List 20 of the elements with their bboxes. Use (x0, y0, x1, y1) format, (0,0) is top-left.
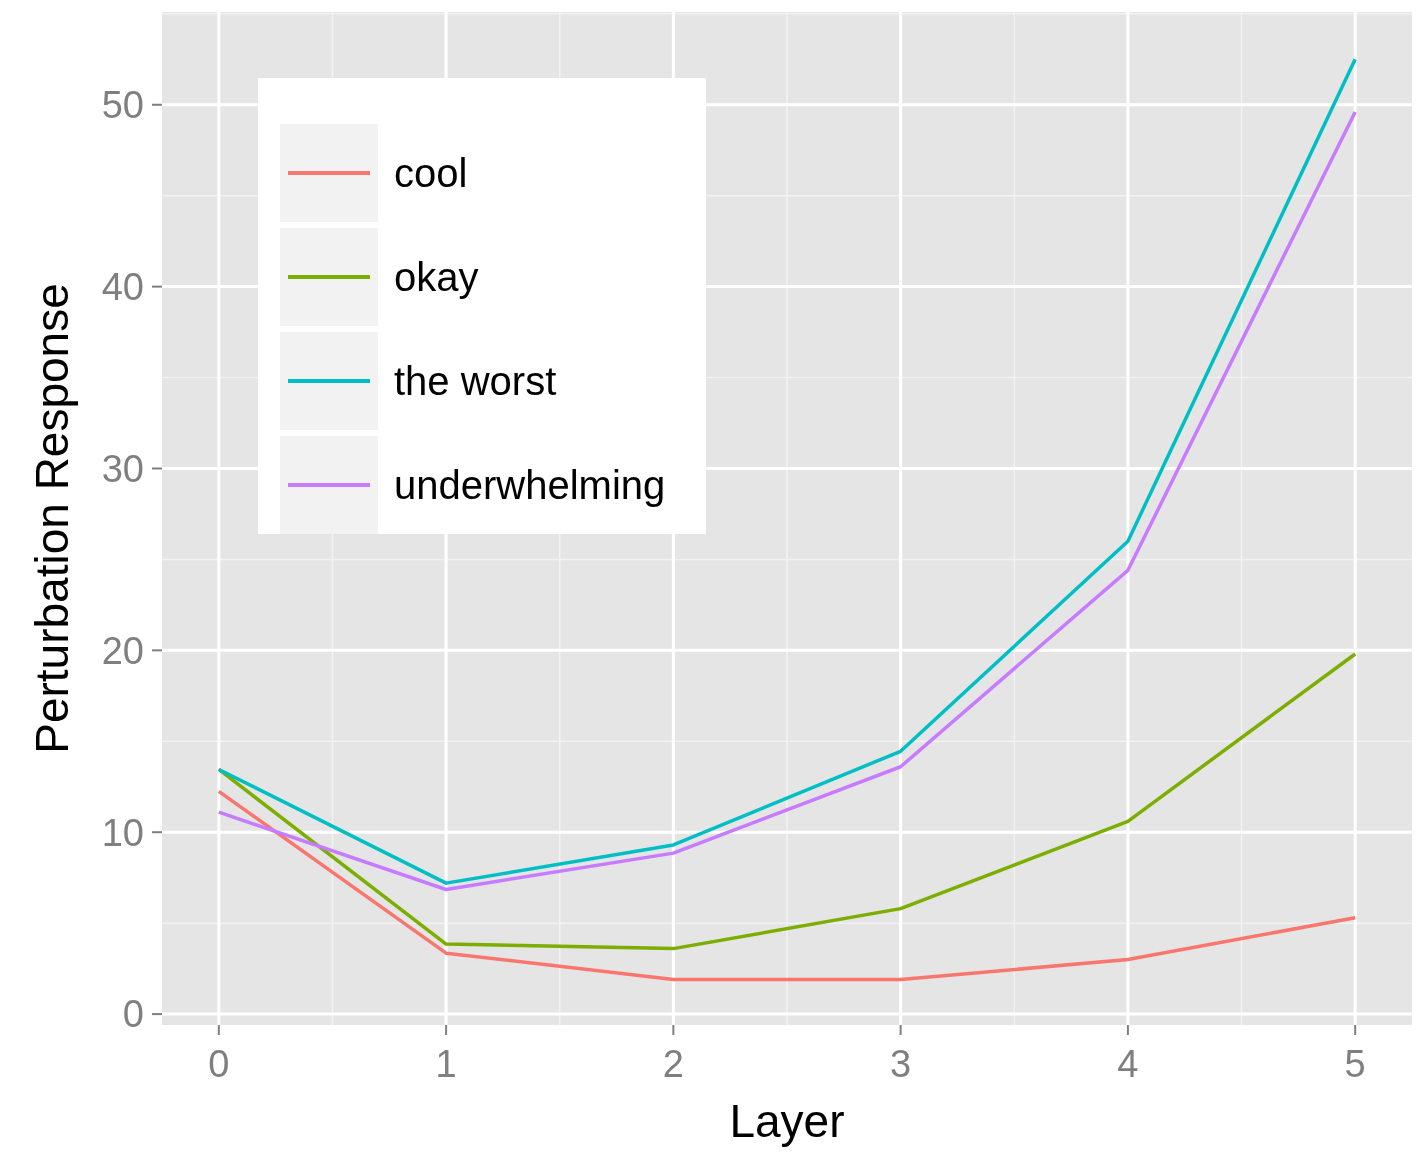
legend-label: the worst (394, 359, 557, 403)
y-tick-label: 10 (101, 811, 144, 854)
y-axis-title: Perturbation Response (26, 283, 78, 754)
legend-label: okay (394, 255, 479, 299)
x-tick-label: 2 (662, 1043, 684, 1085)
x-axis-title: Layer (729, 1095, 845, 1147)
y-tick-label: 50 (101, 84, 144, 127)
line-series (217, 789, 1357, 982)
y-tick-label: 40 (101, 265, 144, 308)
x-tick-label: 0 (208, 1043, 230, 1085)
line-series (217, 652, 1357, 951)
x-tick-label: 4 (1117, 1043, 1139, 1085)
y-tick-label: 30 (101, 447, 144, 490)
legend-label: underwhelming (394, 463, 666, 507)
y-tick-label: 0 (122, 993, 144, 1036)
x-tick-label: 3 (890, 1043, 912, 1085)
y-tick-label: 20 (101, 629, 144, 672)
x-tick-label: 1 (435, 1043, 457, 1085)
legend-label: cool (394, 151, 468, 195)
x-tick-label: 5 (1344, 1043, 1366, 1085)
